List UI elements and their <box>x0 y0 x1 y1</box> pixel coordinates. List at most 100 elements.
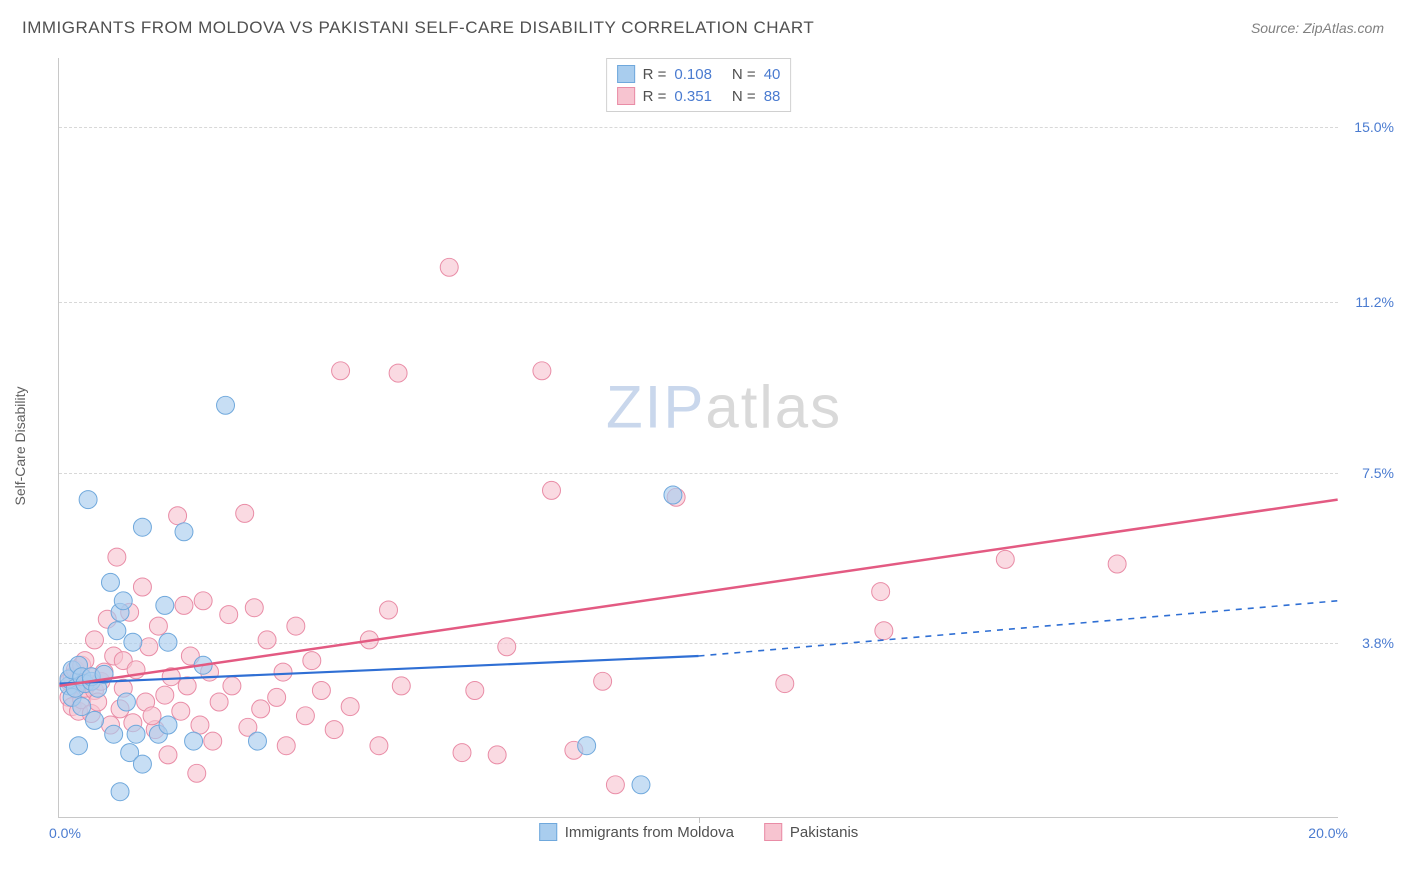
moldova-point <box>111 783 129 801</box>
pakistani-point <box>606 776 624 794</box>
moldova-point <box>101 573 119 591</box>
pakistani-point <box>268 688 286 706</box>
moldova-point <box>73 698 91 716</box>
moldova-point <box>159 716 177 734</box>
pakistani-point <box>776 675 794 693</box>
pakistani-point <box>210 693 228 711</box>
r-value-pakistani: 0.351 <box>674 88 712 105</box>
swatch-moldova <box>617 65 635 83</box>
moldova-point <box>133 518 151 536</box>
legend-item-pakistani: Pakistanis <box>764 823 858 841</box>
y-tick-label: 3.8% <box>1362 635 1394 651</box>
series-legend: Immigrants from Moldova Pakistanis <box>539 823 859 841</box>
pakistani-point <box>389 364 407 382</box>
pakistani-point <box>172 702 190 720</box>
source-prefix: Source: <box>1251 20 1303 36</box>
pakistani-point <box>274 663 292 681</box>
source-name: ZipAtlas.com <box>1303 20 1384 36</box>
pakistani-point <box>175 596 193 614</box>
pakistani-point <box>277 737 295 755</box>
chart-title: IMMIGRANTS FROM MOLDOVA VS PAKISTANI SEL… <box>22 18 814 38</box>
pakistani-point <box>380 601 398 619</box>
pakistani-point <box>156 686 174 704</box>
pakistani-point <box>341 698 359 716</box>
pakistani-point <box>252 700 270 718</box>
pakistani-point <box>220 606 238 624</box>
swatch-pakistani <box>764 823 782 841</box>
pakistani-point <box>140 638 158 656</box>
pakistani-point <box>159 746 177 764</box>
pakistani-point <box>996 550 1014 568</box>
moldova-point <box>105 725 123 743</box>
pakistani-point <box>169 507 187 525</box>
r-label: R = <box>643 66 667 83</box>
pakistani-point <box>392 677 410 695</box>
pakistani-point <box>178 677 196 695</box>
pakistani-point <box>1108 555 1126 573</box>
plot-area: 3.8%7.5%11.2%15.0% 0.0% 20.0% ZIPatlas R… <box>58 58 1338 818</box>
moldova-point <box>217 396 235 414</box>
moldova-point <box>70 737 88 755</box>
moldova-point <box>114 592 132 610</box>
pakistani-point <box>86 631 104 649</box>
pakistani-point <box>108 548 126 566</box>
moldova-point <box>127 725 145 743</box>
pakistani-point <box>287 617 305 635</box>
n-value-pakistani: 88 <box>764 88 781 105</box>
trend-line <box>59 500 1337 686</box>
x-axis-max-label: 20.0% <box>1308 825 1348 841</box>
pakistani-point <box>133 578 151 596</box>
pakistani-point <box>594 672 612 690</box>
y-tick-label: 7.5% <box>1362 465 1394 481</box>
moldova-point <box>79 491 97 509</box>
chart-header: IMMIGRANTS FROM MOLDOVA VS PAKISTANI SEL… <box>22 18 1384 38</box>
moldova-point <box>578 737 596 755</box>
moldova-point <box>664 486 682 504</box>
x-axis-origin-label: 0.0% <box>49 825 81 841</box>
pakistani-point <box>194 592 212 610</box>
pakistani-point <box>370 737 388 755</box>
pakistani-point <box>325 721 343 739</box>
moldova-point <box>175 523 193 541</box>
moldova-point <box>159 633 177 651</box>
correlation-row-moldova: R = 0.108 N = 40 <box>617 63 781 85</box>
moldova-point <box>86 711 104 729</box>
pakistani-point <box>488 746 506 764</box>
moldova-point <box>108 622 126 640</box>
pakistani-point <box>440 258 458 276</box>
swatch-moldova <box>539 823 557 841</box>
n-label: N = <box>732 66 756 83</box>
pakistani-point <box>466 682 484 700</box>
y-tick-label: 11.2% <box>1355 294 1394 310</box>
moldova-point <box>117 693 135 711</box>
legend-label-moldova: Immigrants from Moldova <box>565 824 734 841</box>
pakistani-point <box>872 583 890 601</box>
pakistani-point <box>236 504 254 522</box>
moldova-point <box>124 633 142 651</box>
r-value-moldova: 0.108 <box>674 66 712 83</box>
legend-label-pakistani: Pakistanis <box>790 824 858 841</box>
legend-item-moldova: Immigrants from Moldova <box>539 823 734 841</box>
pakistani-point <box>223 677 241 695</box>
pakistani-point <box>312 682 330 700</box>
pakistani-point <box>149 617 167 635</box>
r-label: R = <box>643 88 667 105</box>
pakistani-point <box>296 707 314 725</box>
pakistani-point <box>204 732 222 750</box>
y-tick-label: 15.0% <box>1354 119 1394 135</box>
moldova-point <box>133 755 151 773</box>
chart-canvas <box>59 58 1338 817</box>
n-value-moldova: 40 <box>764 66 781 83</box>
swatch-pakistani <box>617 87 635 105</box>
correlation-legend: R = 0.108 N = 40 R = 0.351 N = 88 <box>606 58 792 112</box>
n-label: N = <box>732 88 756 105</box>
pakistani-point <box>498 638 516 656</box>
pakistani-point <box>188 764 206 782</box>
pakistani-point <box>303 652 321 670</box>
pakistani-point <box>143 707 161 725</box>
pakistani-point <box>533 362 551 380</box>
moldova-point <box>248 732 266 750</box>
y-axis-label: Self-Care Disability <box>12 386 28 505</box>
moldova-point <box>632 776 650 794</box>
moldova-point <box>156 596 174 614</box>
